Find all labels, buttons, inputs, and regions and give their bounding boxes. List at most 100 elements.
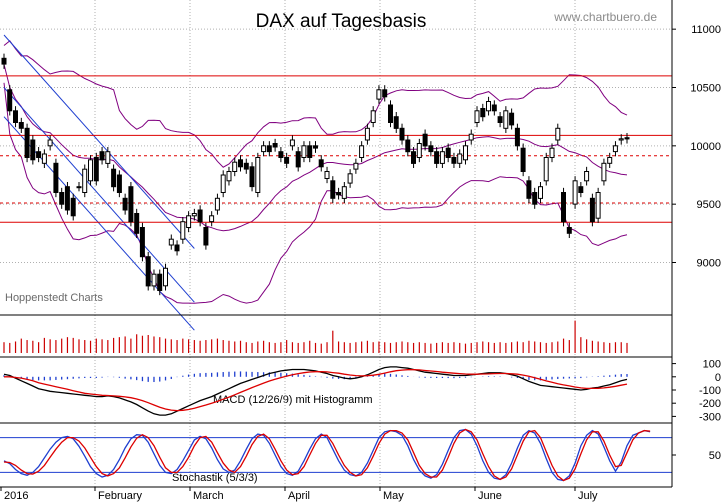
- bands-layer: [3, 34, 628, 331]
- candle-body: [411, 151, 416, 164]
- candle-body: [388, 104, 393, 123]
- x-tick-label: March: [193, 490, 224, 502]
- candle-body: [572, 180, 578, 205]
- candle-body: [122, 197, 128, 211]
- candle-body: [618, 138, 624, 141]
- candle-body: [538, 186, 543, 199]
- trend-channel-line: [3, 34, 195, 249]
- candle-body: [284, 157, 290, 164]
- candle-body: [624, 137, 630, 140]
- source-label: Hoppenstedt Charts: [5, 292, 103, 304]
- grid-layer: [0, 0, 672, 487]
- candle-body: [364, 127, 370, 141]
- candle-body: [197, 209, 203, 223]
- candle-body: [88, 159, 93, 182]
- candle-body: [203, 227, 209, 246]
- stoch-label: Stochastik (5/3/3): [172, 472, 258, 484]
- candle-body: [382, 89, 388, 98]
- candle-body: [163, 267, 168, 287]
- candle-body: [249, 166, 255, 188]
- candle-body: [255, 157, 261, 193]
- candle-body: [324, 171, 330, 179]
- candle-body: [434, 151, 440, 164]
- candle-body: [134, 213, 140, 234]
- stoch-d-line: [3, 428, 651, 482]
- chart-title: DAX auf Tagesbasis: [256, 11, 427, 32]
- candle-body: [139, 227, 145, 258]
- x-tick-label: February: [98, 490, 143, 502]
- candle-body: [301, 145, 307, 159]
- candle-body: [370, 110, 376, 124]
- candle-body: [595, 192, 601, 219]
- candle-body: [445, 147, 451, 158]
- candle-body: [612, 145, 618, 153]
- candle-body: [272, 143, 278, 148]
- price-tick-label: 9500: [697, 199, 721, 211]
- candles-layer: [1, 53, 630, 296]
- candle-body: [261, 145, 267, 153]
- macd-tick-label: 100: [703, 359, 721, 371]
- candle-body: [509, 112, 515, 126]
- bollinger-upper: [3, 40, 628, 168]
- candle-body: [13, 110, 18, 124]
- candle-body: [491, 104, 497, 112]
- candle-body: [497, 116, 503, 123]
- candle-body: [480, 108, 486, 118]
- candle-body: [439, 151, 445, 164]
- candle-body: [520, 147, 526, 172]
- trend-channel-line: [3, 87, 195, 303]
- candle-body: [105, 151, 111, 164]
- candle-body: [376, 89, 382, 100]
- candle-body: [359, 145, 365, 159]
- macd-tick-label: -300: [699, 411, 721, 423]
- x-tick-label: July: [578, 490, 598, 502]
- candle-body: [318, 159, 324, 168]
- candle-body: [347, 173, 353, 184]
- candle-body: [157, 273, 163, 292]
- candle-body: [59, 192, 65, 205]
- candle-body: [209, 215, 215, 223]
- stoch-layer: [0, 428, 672, 482]
- candle-body: [30, 139, 36, 161]
- candle-body: [543, 157, 549, 182]
- stoch-tick-label: 50: [709, 450, 721, 462]
- candle-body: [503, 110, 509, 129]
- candle-body: [451, 157, 457, 164]
- macd-line: [3, 366, 628, 416]
- candle-body: [393, 116, 399, 129]
- candle-body: [428, 145, 434, 153]
- candle-body: [116, 174, 122, 193]
- candle-body: [313, 145, 318, 149]
- candle-body: [514, 127, 520, 147]
- candle-body: [41, 153, 47, 164]
- x-tick-label: 2016: [4, 490, 28, 502]
- price-tick-label: 10000: [690, 141, 721, 153]
- candle-body: [561, 192, 566, 223]
- candle-body: [186, 215, 192, 229]
- candle-body: [145, 256, 151, 287]
- trend-channel-line: [3, 116, 195, 331]
- candle-body: [549, 147, 555, 158]
- candle-body: [111, 168, 117, 188]
- candle-body: [47, 139, 53, 147]
- candle-body: [578, 186, 584, 193]
- price-tick-label: 10500: [690, 83, 721, 95]
- candle-body: [53, 162, 59, 194]
- candle-body: [463, 145, 468, 161]
- candle-body: [99, 151, 105, 161]
- candle-body: [243, 162, 249, 170]
- levels-layer: [0, 75, 672, 223]
- candle-body: [474, 110, 480, 124]
- candle-body: [526, 180, 532, 199]
- candle-body: [24, 127, 30, 159]
- candle-body: [353, 162, 359, 170]
- candle-body: [405, 139, 411, 153]
- candle-body: [180, 221, 186, 240]
- candle-body: [278, 151, 284, 158]
- candle-body: [220, 174, 226, 193]
- candle-body: [295, 151, 301, 168]
- candle-body: [214, 197, 220, 211]
- candle-body: [532, 192, 538, 205]
- price-tick-label: 9000: [697, 258, 721, 270]
